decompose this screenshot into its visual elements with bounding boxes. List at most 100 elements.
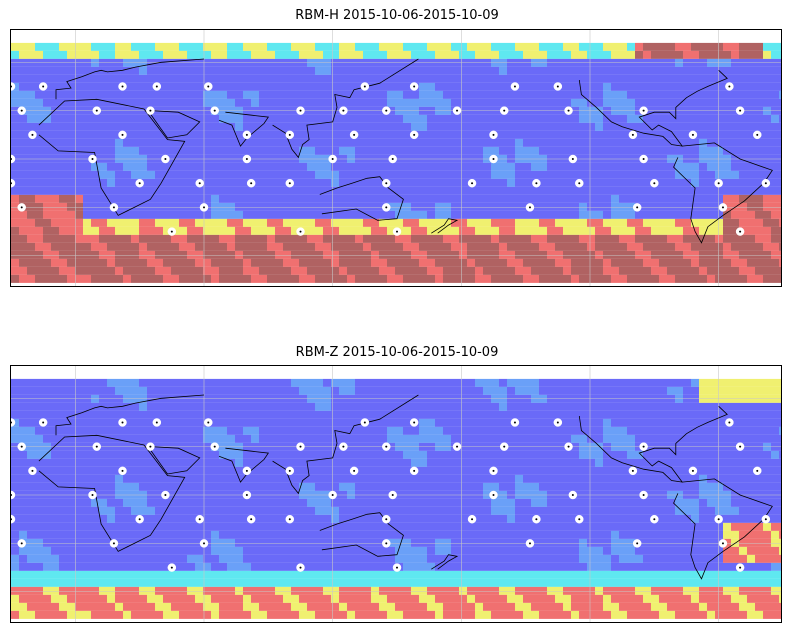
field-cell: [643, 202, 651, 211]
field-cell: [627, 218, 635, 227]
field-cell: [331, 170, 339, 179]
field-cell: [779, 122, 781, 131]
field-cell: [355, 514, 363, 523]
field-cell: [635, 66, 643, 75]
field-cell: [371, 522, 379, 531]
field-cell: [747, 218, 755, 227]
field-cell: [571, 194, 579, 203]
field-cell: [563, 218, 571, 227]
field-cell: [563, 378, 571, 387]
field-cell: [363, 90, 371, 99]
field-cell: [43, 122, 51, 131]
station-marker: [109, 203, 119, 212]
field-cell: [171, 258, 179, 267]
field-cell: [579, 482, 587, 491]
field-cell: [323, 130, 331, 139]
field-cell: [267, 218, 275, 227]
field-cell: [675, 466, 683, 475]
field-cell: [123, 202, 131, 211]
station-marker: [525, 203, 535, 212]
field-cell: [563, 178, 571, 187]
field-cell: [643, 178, 651, 187]
field-cell: [763, 202, 771, 211]
field-cell: [635, 130, 643, 139]
field-cell: [51, 450, 59, 459]
field-cell: [451, 538, 459, 547]
field-cell: [595, 194, 603, 203]
field-cell: [715, 482, 723, 491]
field-cell: [563, 58, 571, 67]
field-cell: [627, 58, 635, 67]
field-cell: [603, 114, 611, 123]
field-cell: [523, 170, 531, 179]
field-cell: [315, 418, 323, 427]
field-cell: [235, 162, 243, 171]
field-cell: [171, 210, 179, 219]
field-cell: [651, 66, 659, 75]
field-cell: [731, 258, 739, 267]
field-cell: [547, 474, 555, 483]
field-cell: [19, 138, 27, 147]
field-cell: [259, 482, 267, 491]
field-cell: [195, 98, 203, 107]
field-cell: [755, 122, 763, 131]
field-cell: [643, 530, 651, 539]
field-cell: [571, 506, 579, 515]
field-cell: [251, 482, 259, 491]
field-cell: [555, 90, 563, 99]
field-cell: [347, 186, 355, 195]
field-cell: [619, 178, 627, 187]
field-cell: [43, 66, 51, 75]
field-cell: [491, 394, 499, 403]
field-cell: [491, 514, 499, 523]
field-cell: [571, 386, 579, 395]
field-cell: [363, 50, 371, 59]
field-cell: [675, 426, 683, 435]
field-cell: [611, 130, 619, 139]
field-cell: [27, 530, 35, 539]
field-cell: [139, 466, 147, 475]
field-cell: [307, 522, 315, 531]
field-cell: [187, 210, 195, 219]
field-cell: [347, 234, 355, 243]
field-cell: [387, 250, 395, 259]
field-cell: [291, 434, 299, 443]
field-cell: [619, 186, 627, 195]
field-cell: [595, 506, 603, 515]
field-cell: [315, 194, 323, 203]
field-cell: [507, 122, 515, 131]
field-cell: [611, 498, 619, 507]
field-cell: [387, 210, 395, 219]
field-cell: [419, 218, 427, 227]
field-cell: [619, 242, 627, 251]
field-cell: [739, 202, 747, 211]
field-cell: [539, 402, 547, 411]
field-cell: [67, 50, 75, 59]
field-cell: [187, 394, 195, 403]
field-cell: [179, 58, 187, 67]
field-cell: [43, 506, 51, 515]
field-cell: [203, 410, 211, 419]
field-cell: [539, 186, 547, 195]
field-cell: [619, 514, 627, 523]
field-cell: [315, 242, 323, 251]
field-cell: [715, 250, 723, 259]
field-cell: [507, 394, 515, 403]
field-cell: [91, 434, 99, 443]
field-cell: [211, 138, 219, 147]
field-cell: [339, 378, 347, 387]
field-cell: [611, 242, 619, 251]
field-cell: [603, 58, 611, 67]
field-cell: [739, 122, 747, 131]
field-cell: [731, 266, 739, 275]
field-cell: [555, 66, 563, 75]
field-cell: [699, 258, 707, 267]
field-cell: [35, 274, 43, 283]
field-cell: [75, 98, 83, 107]
field-cell: [19, 210, 27, 219]
field-cell: [739, 258, 747, 267]
field-cell: [307, 114, 315, 123]
field-cell: [355, 458, 363, 467]
field-cell: [43, 482, 51, 491]
field-cell: [579, 218, 587, 227]
